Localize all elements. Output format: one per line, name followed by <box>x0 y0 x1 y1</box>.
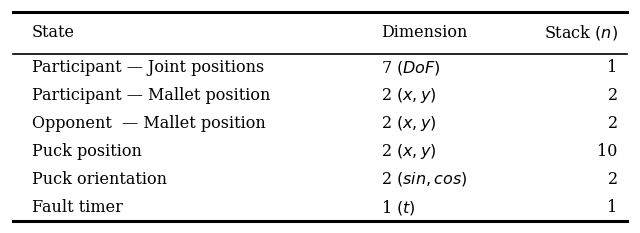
Text: 2 $(\mathit{x},\mathit{y})$: 2 $(\mathit{x},\mathit{y})$ <box>381 114 436 133</box>
Text: 2 $(\mathit{x},\mathit{y})$: 2 $(\mathit{x},\mathit{y})$ <box>381 142 436 161</box>
Text: 10: 10 <box>597 143 618 160</box>
Text: 2 $(\mathit{x},\mathit{y})$: 2 $(\mathit{x},\mathit{y})$ <box>381 86 436 105</box>
Text: 2: 2 <box>607 87 618 104</box>
Text: 2 $(\mathit{sin},\mathit{cos})$: 2 $(\mathit{sin},\mathit{cos})$ <box>381 170 467 188</box>
Text: 7 $(\mathit{DoF})$: 7 $(\mathit{DoF})$ <box>381 58 440 77</box>
Text: Fault timer: Fault timer <box>32 199 123 216</box>
Text: 1: 1 <box>607 59 618 76</box>
Text: Participant — Mallet position: Participant — Mallet position <box>32 87 270 104</box>
Text: Opponent  — Mallet position: Opponent — Mallet position <box>32 115 266 132</box>
Text: 2: 2 <box>607 115 618 132</box>
Text: Puck position: Puck position <box>32 143 142 160</box>
Text: Dimension: Dimension <box>381 24 467 41</box>
Text: 1 $(\mathit{t})$: 1 $(\mathit{t})$ <box>381 198 415 217</box>
Text: 1: 1 <box>607 199 618 216</box>
Text: State: State <box>32 24 75 41</box>
Text: Participant — Joint positions: Participant — Joint positions <box>32 59 264 76</box>
Text: 2: 2 <box>607 171 618 188</box>
Text: Puck orientation: Puck orientation <box>32 171 167 188</box>
Text: Stack $(\mathit{n})$: Stack $(\mathit{n})$ <box>543 23 618 42</box>
